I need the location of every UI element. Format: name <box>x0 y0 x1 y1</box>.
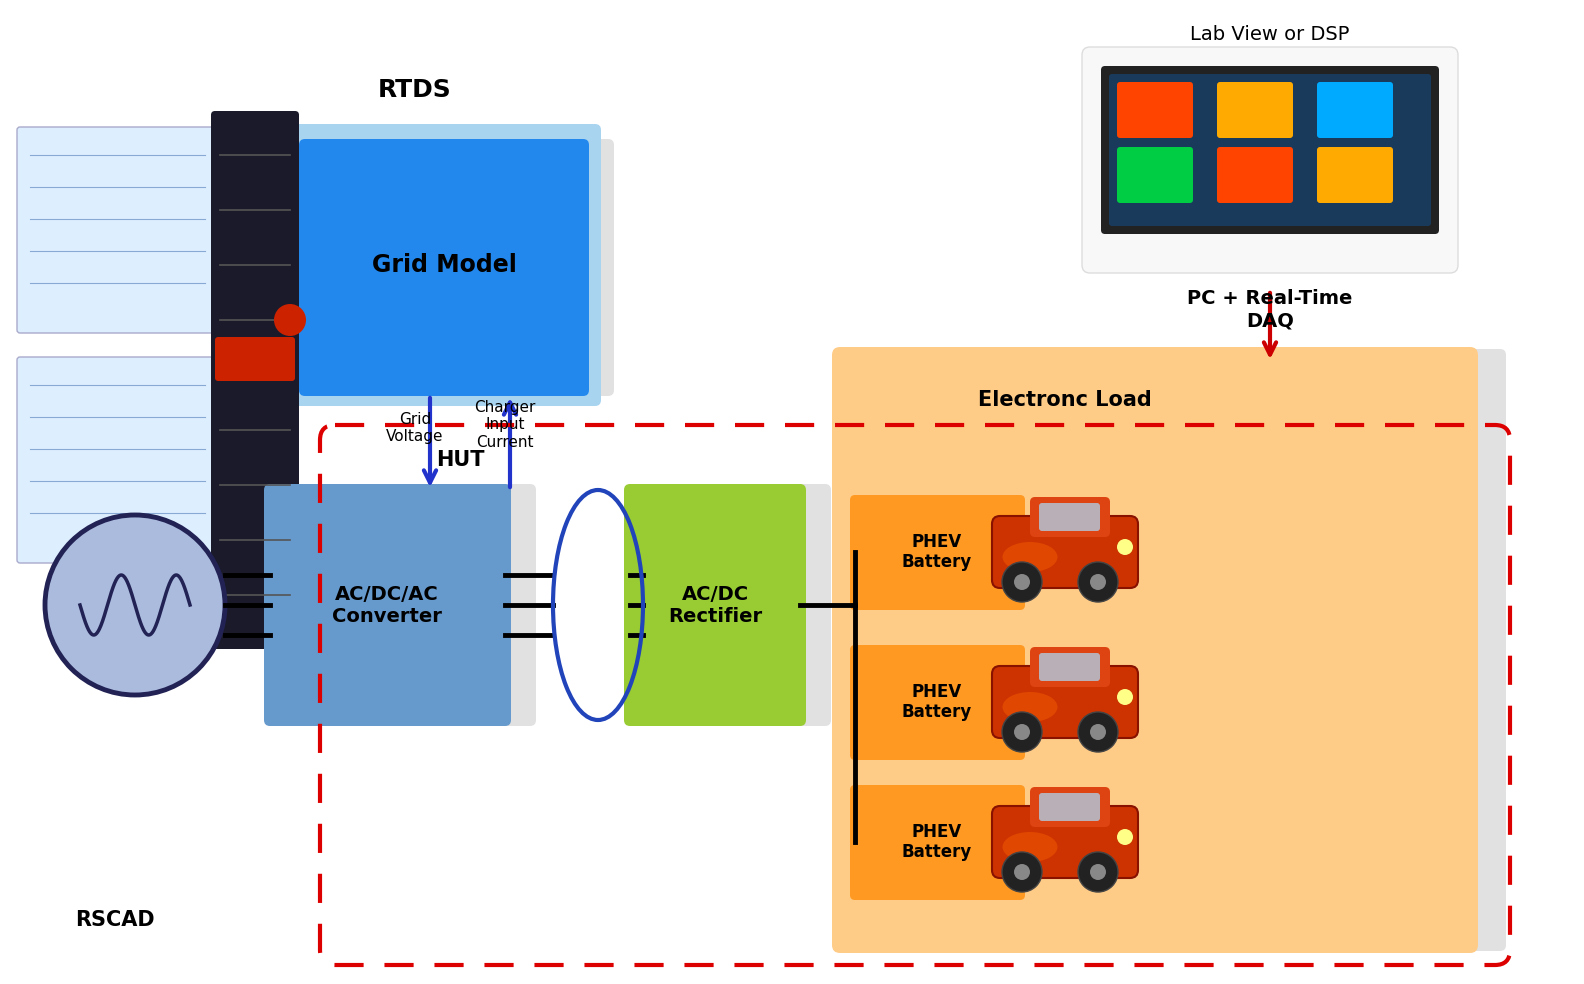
Text: PHEV
Battery: PHEV Battery <box>901 823 973 861</box>
Circle shape <box>1014 724 1030 740</box>
Text: AC/DC
Rectifier: AC/DC Rectifier <box>668 584 762 626</box>
FancyBboxPatch shape <box>1217 82 1293 138</box>
FancyBboxPatch shape <box>17 127 219 333</box>
Circle shape <box>1117 539 1133 555</box>
Ellipse shape <box>1003 692 1058 722</box>
FancyBboxPatch shape <box>1316 82 1392 138</box>
FancyBboxPatch shape <box>1316 147 1392 203</box>
FancyBboxPatch shape <box>649 484 832 726</box>
Circle shape <box>1090 724 1106 740</box>
Circle shape <box>1117 689 1133 705</box>
Circle shape <box>1079 712 1118 752</box>
Text: PHEV
Battery: PHEV Battery <box>901 532 973 572</box>
FancyBboxPatch shape <box>288 484 535 726</box>
FancyBboxPatch shape <box>1030 647 1110 687</box>
FancyBboxPatch shape <box>215 337 295 381</box>
Circle shape <box>44 515 225 695</box>
Ellipse shape <box>1003 542 1058 572</box>
Text: PC + Real-Time
DAQ: PC + Real-Time DAQ <box>1188 289 1353 331</box>
FancyBboxPatch shape <box>832 347 1478 953</box>
FancyBboxPatch shape <box>299 139 589 396</box>
Circle shape <box>1003 562 1042 602</box>
FancyBboxPatch shape <box>1030 787 1110 827</box>
FancyBboxPatch shape <box>851 645 1025 760</box>
Circle shape <box>1117 829 1133 845</box>
Text: Grid
Voltage: Grid Voltage <box>386 411 444 444</box>
FancyBboxPatch shape <box>1117 147 1193 203</box>
FancyBboxPatch shape <box>325 139 615 396</box>
Circle shape <box>1014 864 1030 880</box>
FancyBboxPatch shape <box>1039 653 1099 681</box>
FancyBboxPatch shape <box>851 785 1025 900</box>
Circle shape <box>1003 852 1042 892</box>
FancyBboxPatch shape <box>874 784 1052 901</box>
FancyBboxPatch shape <box>992 806 1137 878</box>
FancyBboxPatch shape <box>1082 47 1457 273</box>
Text: AC/DC/AC
Converter: AC/DC/AC Converter <box>333 584 442 626</box>
FancyBboxPatch shape <box>1117 82 1193 138</box>
Ellipse shape <box>1003 832 1058 862</box>
FancyBboxPatch shape <box>17 357 219 563</box>
Text: Grid Model: Grid Model <box>372 253 516 277</box>
FancyBboxPatch shape <box>211 111 299 649</box>
FancyBboxPatch shape <box>279 124 600 406</box>
FancyBboxPatch shape <box>1039 503 1099 531</box>
Text: HUT: HUT <box>436 450 485 470</box>
FancyBboxPatch shape <box>1217 147 1293 203</box>
Text: Charger
Input
Current: Charger Input Current <box>474 400 535 450</box>
Circle shape <box>274 304 306 336</box>
FancyBboxPatch shape <box>874 644 1052 761</box>
FancyBboxPatch shape <box>863 349 1506 951</box>
Text: Electronc Load: Electronc Load <box>979 390 1152 410</box>
Text: RTDS: RTDS <box>379 78 451 102</box>
FancyBboxPatch shape <box>874 494 1052 611</box>
FancyBboxPatch shape <box>992 516 1137 588</box>
Circle shape <box>1090 574 1106 590</box>
Circle shape <box>1003 712 1042 752</box>
FancyBboxPatch shape <box>851 495 1025 610</box>
Text: RSCAD: RSCAD <box>74 910 155 930</box>
FancyBboxPatch shape <box>1039 793 1099 821</box>
FancyBboxPatch shape <box>1030 497 1110 537</box>
Circle shape <box>1079 852 1118 892</box>
Circle shape <box>1090 864 1106 880</box>
FancyBboxPatch shape <box>624 484 806 726</box>
FancyBboxPatch shape <box>1101 66 1438 234</box>
FancyBboxPatch shape <box>992 666 1137 738</box>
FancyBboxPatch shape <box>265 484 512 726</box>
Circle shape <box>1014 574 1030 590</box>
Text: Lab View or DSP: Lab View or DSP <box>1190 26 1350 44</box>
Circle shape <box>1079 562 1118 602</box>
FancyBboxPatch shape <box>1109 74 1430 226</box>
Text: PHEV
Battery: PHEV Battery <box>901 683 973 721</box>
